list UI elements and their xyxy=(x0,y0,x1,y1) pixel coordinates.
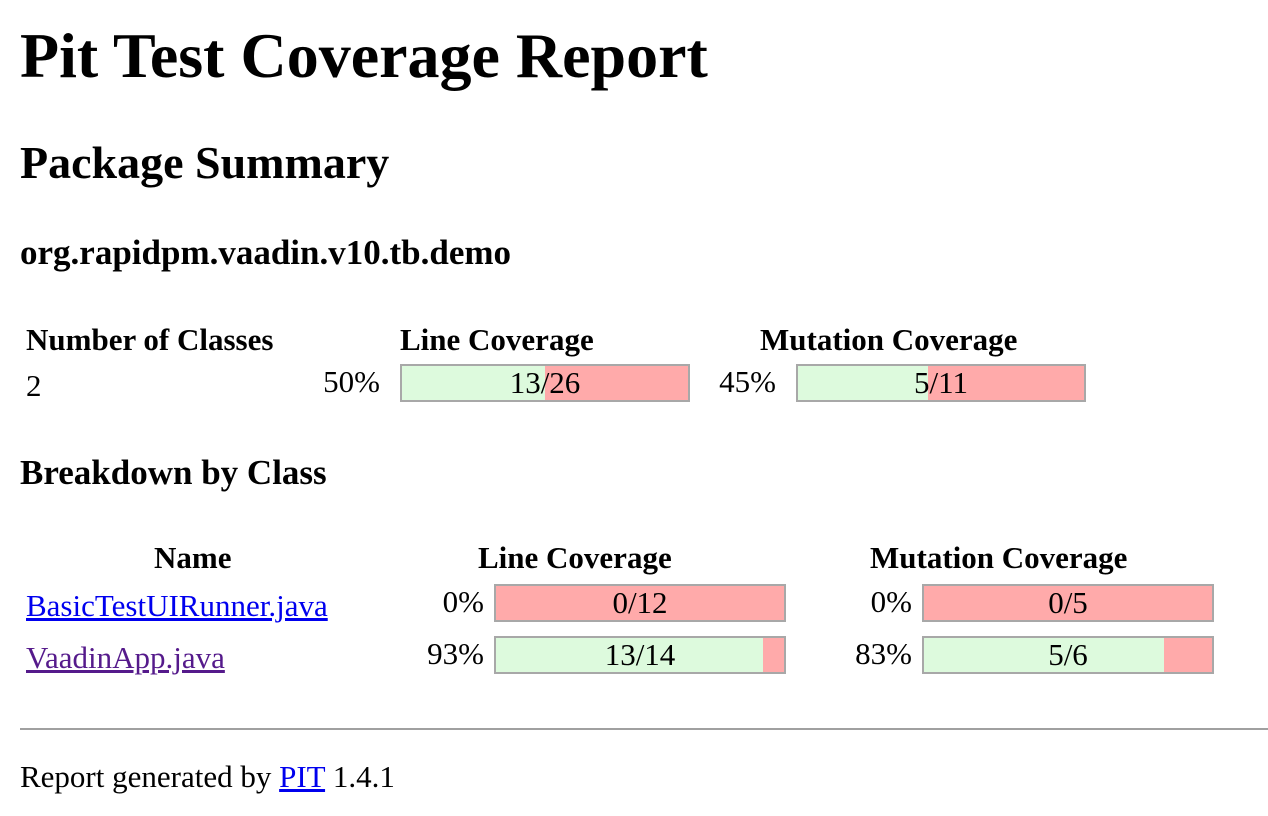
line-coverage-fill xyxy=(402,366,545,400)
footer-version: 1.4.1 xyxy=(332,759,395,794)
line-coverage-label: 13/26 xyxy=(509,365,581,400)
header-number-of-classes: Number of Classes xyxy=(26,322,274,357)
package-name: org.rapidpm.vaadin.v10.tb.demo xyxy=(20,233,512,272)
class-mutation-label: 0/5 xyxy=(1048,585,1088,620)
package-summary-heading: Package Summary xyxy=(20,137,390,188)
breakdown-heading: Breakdown by Class xyxy=(20,453,327,492)
class-mutation-fill xyxy=(924,638,1164,672)
class-line-label: 0/12 xyxy=(612,585,668,620)
line-coverage-percent: 50% xyxy=(323,364,380,399)
class-mutation-bar: 5/6 xyxy=(922,636,1214,674)
header-line-coverage: Line Coverage xyxy=(400,322,594,357)
footer-prefix: Report generated by xyxy=(20,759,272,794)
pit-link[interactable]: PIT xyxy=(279,759,326,794)
mutation-coverage-label: 5/11 xyxy=(914,365,968,400)
mutation-coverage-percent: 45% xyxy=(719,364,776,399)
class-mutation-label: 5/6 xyxy=(1048,637,1088,672)
footer: Report generated by PIT 1.4.1 xyxy=(20,758,395,796)
class-line-bar: 0/12 xyxy=(494,584,786,622)
page-title: Pit Test Coverage Report xyxy=(20,20,708,91)
class-link-basictestuirunner[interactable]: BasicTestUIRunner.java xyxy=(26,588,328,623)
class-mutation-bar: 0/5 xyxy=(922,584,1214,622)
class-mutation-percent: 0% xyxy=(870,584,912,619)
class-line-label: 13/14 xyxy=(604,637,676,672)
header-class-line-coverage: Line Coverage xyxy=(478,540,672,575)
header-class-mutation-coverage: Mutation Coverage xyxy=(870,540,1128,575)
class-line-percent: 93% xyxy=(427,636,484,671)
header-mutation-coverage: Mutation Coverage xyxy=(760,322,1018,357)
class-link-vaadinapp[interactable]: VaadinApp.java xyxy=(26,640,225,675)
class-mutation-percent: 83% xyxy=(855,636,912,671)
mutation-coverage-fill xyxy=(798,366,928,400)
mutation-coverage-bar: 5/11 xyxy=(796,364,1086,402)
class-line-fill xyxy=(496,638,764,672)
header-name: Name xyxy=(154,540,232,575)
class-line-bar: 13/14 xyxy=(494,636,786,674)
class-line-percent: 0% xyxy=(442,584,484,619)
line-coverage-bar: 13/26 xyxy=(400,364,690,402)
footer-divider xyxy=(20,728,1268,730)
classes-count: 2 xyxy=(26,368,42,403)
